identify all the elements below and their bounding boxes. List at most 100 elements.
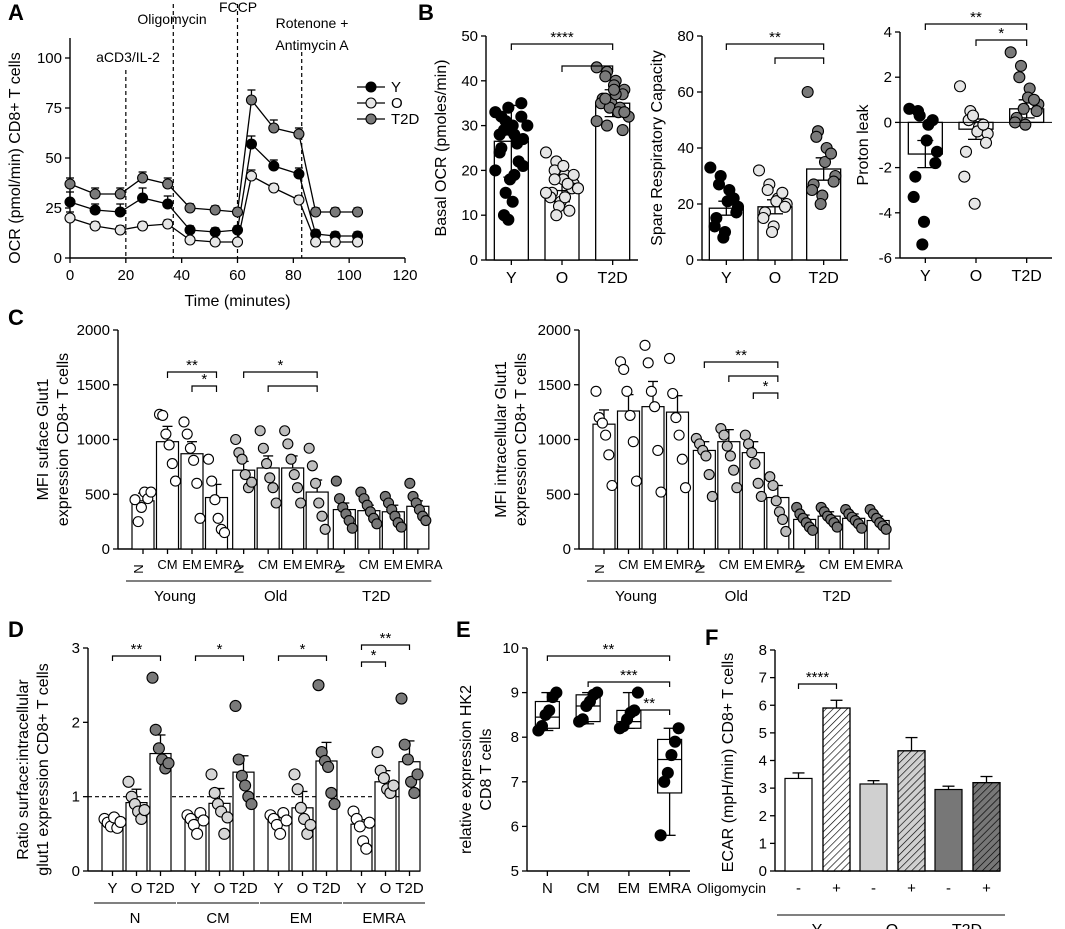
panel-c2-significance-bracket <box>728 375 779 382</box>
panel-a-point-Y <box>268 160 280 172</box>
panel-d-point-EMRA-Y <box>363 816 376 829</box>
panel-letter-B: B <box>418 0 434 25</box>
panel-c1-point-Old-EMRA <box>303 442 315 454</box>
panel-b3-point-O <box>977 118 990 131</box>
panel-c1-y-tick-label: 1500 <box>77 377 110 394</box>
panel-c2-x-tick-label: EMRA <box>765 557 803 572</box>
panel-letter-D: D <box>8 617 24 642</box>
panel-d-x-tick-label: T2D <box>146 880 175 897</box>
panel-b3-point-Y <box>929 157 942 170</box>
panel-b3-significance-label: * <box>998 25 1004 42</box>
panel-e-x-tick-label: EM <box>618 880 641 897</box>
panel-f-y-tick-label: 8 <box>759 642 767 659</box>
panel-b2-bracket-line <box>725 43 825 50</box>
panel-c2-point-Young-EM <box>652 444 664 457</box>
panel-c1-point-Young-CM <box>169 475 182 487</box>
panel-a-y-tick-label: 75 <box>45 100 62 117</box>
panel-b3-point-T2D <box>1013 71 1026 84</box>
panel-b3-y-tick-label: -4 <box>879 205 892 222</box>
panel-d-bracket-line <box>111 655 162 661</box>
panel-d-point-N-O <box>138 803 151 817</box>
panel-b2-y-tick-label: 60 <box>677 84 694 101</box>
panel-a-point-O <box>310 236 322 248</box>
panel-c2-point-Young-EMRA <box>679 482 692 494</box>
panel-c2-point-Young-N <box>603 449 615 461</box>
panel-d-point-EMRA-O <box>387 779 400 792</box>
panel-c1-significance-label: * <box>277 357 283 374</box>
panel-c2-point-Young-CM <box>624 409 636 421</box>
panel-e-significance-bracket: *** <box>587 667 671 687</box>
panel-a-x-tick-label: 20 <box>117 267 134 284</box>
panel-d-point-EM-O <box>294 801 307 814</box>
panel-b2-point-O <box>761 183 774 197</box>
panel-a-legend-marker-O <box>365 97 377 109</box>
panel-a-legend-label: T2D <box>391 111 420 128</box>
panel-c1-x-tick-label: CM <box>258 557 278 572</box>
panel-c1-x-tick-label: EM <box>182 557 202 572</box>
panel-f-x-tick-label: - <box>946 880 951 897</box>
panel-b2-point-Y <box>704 161 717 174</box>
panel-f-y-tick-label: 4 <box>759 753 767 770</box>
panel-c1-point-Young-EM <box>188 454 200 466</box>
panel-c1-point-Young-EM <box>184 442 196 454</box>
panel-a-point-O <box>64 212 76 224</box>
panel-e-y-label: relative expression HK2 <box>458 685 475 854</box>
panel-b2-x-tick-label: Y <box>721 270 732 287</box>
panel-b3-y-tick-label: 4 <box>884 24 892 41</box>
panel-a-point-Y <box>293 168 305 180</box>
panel-d-significance-bracket: * <box>194 641 245 661</box>
panel-c2-point-Old-CM <box>718 429 730 441</box>
panel-a-point-O <box>245 170 258 182</box>
panel-c2-x-tick-label: N <box>592 564 607 573</box>
panel-c2-point-Old-EM <box>746 447 758 459</box>
panel-d-x-tick-label: T2D <box>229 880 258 897</box>
panel-a-point-T2D <box>184 202 196 214</box>
panel-a-series-line-T2D <box>236 99 253 213</box>
panel-d-x-tick-label: Y <box>356 880 366 897</box>
panel-c1-point-Young-CM <box>166 458 178 470</box>
panel-c1-point-Old-N <box>239 468 251 481</box>
panel-letter-C: C <box>8 305 24 330</box>
panel-f-significance-label: **** <box>806 669 830 686</box>
panel-b2-point-T2D <box>824 147 838 160</box>
panel-b1-bracket-line <box>510 43 614 50</box>
panel-b3-point-T2D <box>1004 46 1017 59</box>
panel-d-point-CM-Y <box>197 814 210 827</box>
panel-b1-point-Y <box>506 195 519 208</box>
panel-b3-point-Y <box>907 190 920 204</box>
panel-d-point-CM-T2D <box>229 699 242 713</box>
panel-c2-point-Old-N <box>700 450 712 462</box>
panel-a-point-T2D <box>162 178 174 190</box>
panel-c1-point-Old-EMRA <box>319 523 331 535</box>
panel-b2-point-O <box>752 164 766 177</box>
panel-a-point-T2D <box>329 206 341 218</box>
panel-d-point-CM-O <box>218 827 231 840</box>
panel-b3-point-T2D <box>1014 59 1028 72</box>
panel-a-annotation: Rotenone + <box>276 15 349 31</box>
panel-b3-significance-bracket: * <box>975 25 1028 46</box>
panel-c2-bracket-line <box>752 392 779 399</box>
panel-a-y-tick-label: 100 <box>37 50 62 67</box>
panel-d-significance-label: ** <box>380 630 392 647</box>
panel-e-point-CM <box>591 686 604 699</box>
panel-b1-point-T2D <box>590 61 603 74</box>
panel-b1-point-O <box>550 209 563 222</box>
panel-a-x-tick-label: 0 <box>66 267 74 284</box>
panel-b2-y-label: Spare Respiratory Capacity <box>649 50 666 246</box>
panel-c2-point-Young-EMRA <box>667 387 679 400</box>
panel-a-series-line-O <box>236 175 253 243</box>
panel-a-point-Y <box>89 204 101 216</box>
panel-b1-point-Y <box>516 159 530 172</box>
panel-a-point-O <box>137 220 149 232</box>
panel-a-point-Y <box>137 192 149 204</box>
panel-a-point-O <box>89 220 101 232</box>
panel-b3-y-label: Proton leak <box>855 104 872 186</box>
panel-c1-point-T2D-EMRA <box>420 514 432 527</box>
panel-b2-point-T2D <box>827 175 840 188</box>
panel-c1-point-Old-EMRA <box>316 510 328 522</box>
panel-b3-y-tick-label: -2 <box>879 160 892 177</box>
panel-d-point-EM-T2D <box>325 786 338 800</box>
panel-b2-point-O <box>765 225 779 239</box>
panel-d-point-EMRA-T2D <box>411 768 424 781</box>
panel-c2-point-Old-CM <box>721 440 733 452</box>
